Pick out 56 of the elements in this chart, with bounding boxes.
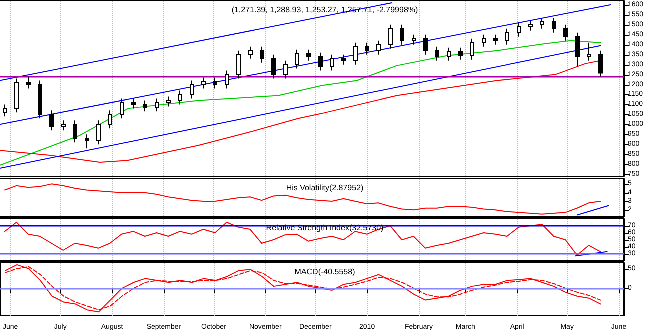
candlestick: [563, 24, 568, 42]
candlestick: [96, 120, 101, 146]
candlestick: [493, 34, 498, 46]
candlestick: [295, 49, 299, 70]
candlestick: [400, 24, 404, 46]
candlestick: [260, 46, 264, 64]
candlestick: [166, 96, 171, 108]
candlestick: [353, 42, 358, 66]
candlestick: [458, 47, 463, 60]
candlestick: [552, 17, 556, 34]
candlestick: [330, 54, 334, 72]
candlestick: [341, 54, 346, 66]
line-series: [4, 222, 602, 256]
candlestick: [447, 47, 451, 62]
candlestick: [49, 110, 54, 132]
candlestick: [14, 78, 19, 114]
candlestick: [143, 100, 147, 112]
candlestick: [213, 77, 217, 90]
candlestick: [190, 80, 194, 100]
candlestick: [482, 34, 486, 48]
candlestick: [575, 32, 580, 68]
line-series: [4, 184, 602, 215]
candlestick: [376, 40, 381, 56]
candlestick: [283, 60, 288, 80]
candlestick: [26, 76, 31, 90]
candlestick: [423, 34, 428, 56]
candlestick: [540, 17, 544, 30]
candlestick: [598, 50, 603, 78]
candlestick: [365, 42, 369, 56]
candlestick: [85, 134, 89, 150]
candlestick: [435, 46, 439, 62]
candlestick: [470, 38, 474, 60]
candlestick: [388, 24, 393, 50]
candlestick: [131, 98, 136, 110]
candlestick: [306, 49, 311, 62]
candlestick: [38, 80, 42, 120]
candlestick: [236, 50, 241, 80]
candlestick: [412, 34, 416, 46]
candlestick: [3, 104, 7, 118]
text: His Volatility(2.87952): [286, 184, 364, 192]
candlestick: [201, 77, 206, 90]
candlestick: [318, 52, 323, 72]
candlestick: [61, 120, 66, 132]
candlestick: [248, 46, 253, 60]
candlestick: [505, 28, 509, 46]
candlestick: [528, 20, 533, 32]
candlestick: [73, 120, 77, 144]
candlestick: [225, 70, 229, 90]
candlestick: [155, 98, 159, 112]
candlestick: [120, 98, 124, 120]
candlestick: [587, 42, 591, 62]
candlestick: [517, 22, 521, 38]
candlestick: [178, 90, 182, 106]
candlestick: [271, 54, 276, 80]
text: MACD(-40.5558): [294, 268, 356, 276]
candlestick: [108, 110, 112, 130]
